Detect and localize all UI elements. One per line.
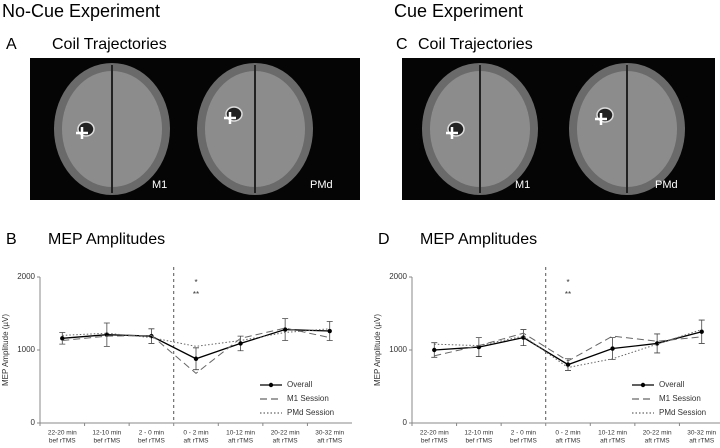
y-axis-label: MEP Amplitude (µV) xyxy=(373,314,382,386)
panel-letter: B xyxy=(6,231,17,248)
legend-label: Overall xyxy=(659,380,685,389)
y-tick-label: 0 xyxy=(403,418,408,427)
point xyxy=(327,328,332,334)
point xyxy=(193,356,199,361)
x-tick-label: bef rTMS xyxy=(510,438,537,445)
x-tick-label: bef rTMS xyxy=(138,438,165,445)
x-tick-label: aft rTMS xyxy=(600,438,626,445)
y-tick-label: 1000 xyxy=(389,345,407,354)
image-label: M1 xyxy=(152,179,167,191)
x-tick-label: aft rTMS xyxy=(184,438,210,445)
brain-images xyxy=(30,58,715,200)
x-tick-label: 30-32 min xyxy=(687,430,716,437)
x-tick-label: aft rTMS xyxy=(689,438,715,445)
legend-label: PMd Session xyxy=(659,408,706,417)
annotation: * xyxy=(194,278,197,287)
image-label: PMd xyxy=(655,179,678,191)
x-tick-label: 10-12 min xyxy=(226,430,255,437)
coil-cross xyxy=(224,112,236,124)
x-tick-label: aft rTMS xyxy=(228,438,254,445)
chart-title: MEP Amplitudes xyxy=(48,231,165,248)
annotation: ** xyxy=(565,290,571,299)
image-label: PMd xyxy=(310,179,333,191)
annotation: * xyxy=(566,278,569,287)
y-tick-label: 2000 xyxy=(389,272,407,281)
legend-label: M1 Session xyxy=(659,394,701,403)
x-tick-label: bef rTMS xyxy=(93,438,120,445)
x-tick-label: 22-20 min xyxy=(48,430,77,437)
image-label: M1 xyxy=(515,179,530,191)
series-line xyxy=(62,327,330,375)
heading: Cue Experiment xyxy=(394,1,523,21)
x-tick-label: aft rTMS xyxy=(556,438,582,445)
point xyxy=(282,327,288,332)
x-tick-label: 30-32 min xyxy=(315,430,344,437)
legend-marker xyxy=(268,382,274,388)
panel-letter: D xyxy=(378,231,390,248)
y-tick-label: 0 xyxy=(31,418,36,427)
point xyxy=(610,346,615,351)
legend-label: Overall xyxy=(287,380,313,389)
y-axis-label: MEP Amplitude (µV) xyxy=(1,314,10,386)
series-line xyxy=(434,329,702,369)
x-tick-label: bef rTMS xyxy=(421,438,448,445)
x-tick-label: aft rTMS xyxy=(645,438,671,445)
annotation: ** xyxy=(193,290,199,299)
panel-letter: A xyxy=(6,36,17,53)
x-tick-label: 0 - 2 min xyxy=(183,430,209,437)
point xyxy=(432,347,437,353)
x-tick-label: 2 - 0 min xyxy=(511,430,537,437)
legend-marker xyxy=(640,382,646,388)
x-tick-label: 12-10 min xyxy=(92,430,121,437)
x-tick-label: bef rTMS xyxy=(49,438,76,445)
y-tick-label: 1000 xyxy=(17,345,35,354)
coil-cross xyxy=(76,127,88,139)
coil-cross xyxy=(446,127,458,139)
x-tick-label: 20-22 min xyxy=(271,430,300,437)
chart-title: MEP Amplitudes xyxy=(420,231,537,248)
point xyxy=(238,341,243,346)
point xyxy=(565,362,571,367)
x-tick-label: 10-12 min xyxy=(598,430,627,437)
panel-title: Coil Trajectories xyxy=(418,36,533,53)
panel-letter: C xyxy=(396,36,408,53)
legend-label: PMd Session xyxy=(287,408,334,417)
point xyxy=(60,336,65,341)
legend-label: M1 Session xyxy=(287,394,329,403)
x-tick-label: 12-10 min xyxy=(464,430,493,437)
x-tick-label: aft rTMS xyxy=(273,438,299,445)
y-tick-label: 2000 xyxy=(17,272,35,281)
x-tick-label: 2 - 0 min xyxy=(139,430,165,437)
panel-title: Coil Trajectories xyxy=(52,36,167,53)
coil-cross xyxy=(595,113,607,125)
x-tick-label: aft rTMS xyxy=(317,438,343,445)
x-tick-label: 20-22 min xyxy=(643,430,672,437)
series-line xyxy=(62,328,330,347)
x-tick-label: bef rTMS xyxy=(465,438,492,445)
point xyxy=(699,329,704,334)
series-line xyxy=(434,332,702,362)
x-tick-label: 0 - 2 min xyxy=(555,430,581,437)
x-tick-label: 22-20 min xyxy=(420,430,449,437)
heading: No-Cue Experiment xyxy=(2,1,160,21)
